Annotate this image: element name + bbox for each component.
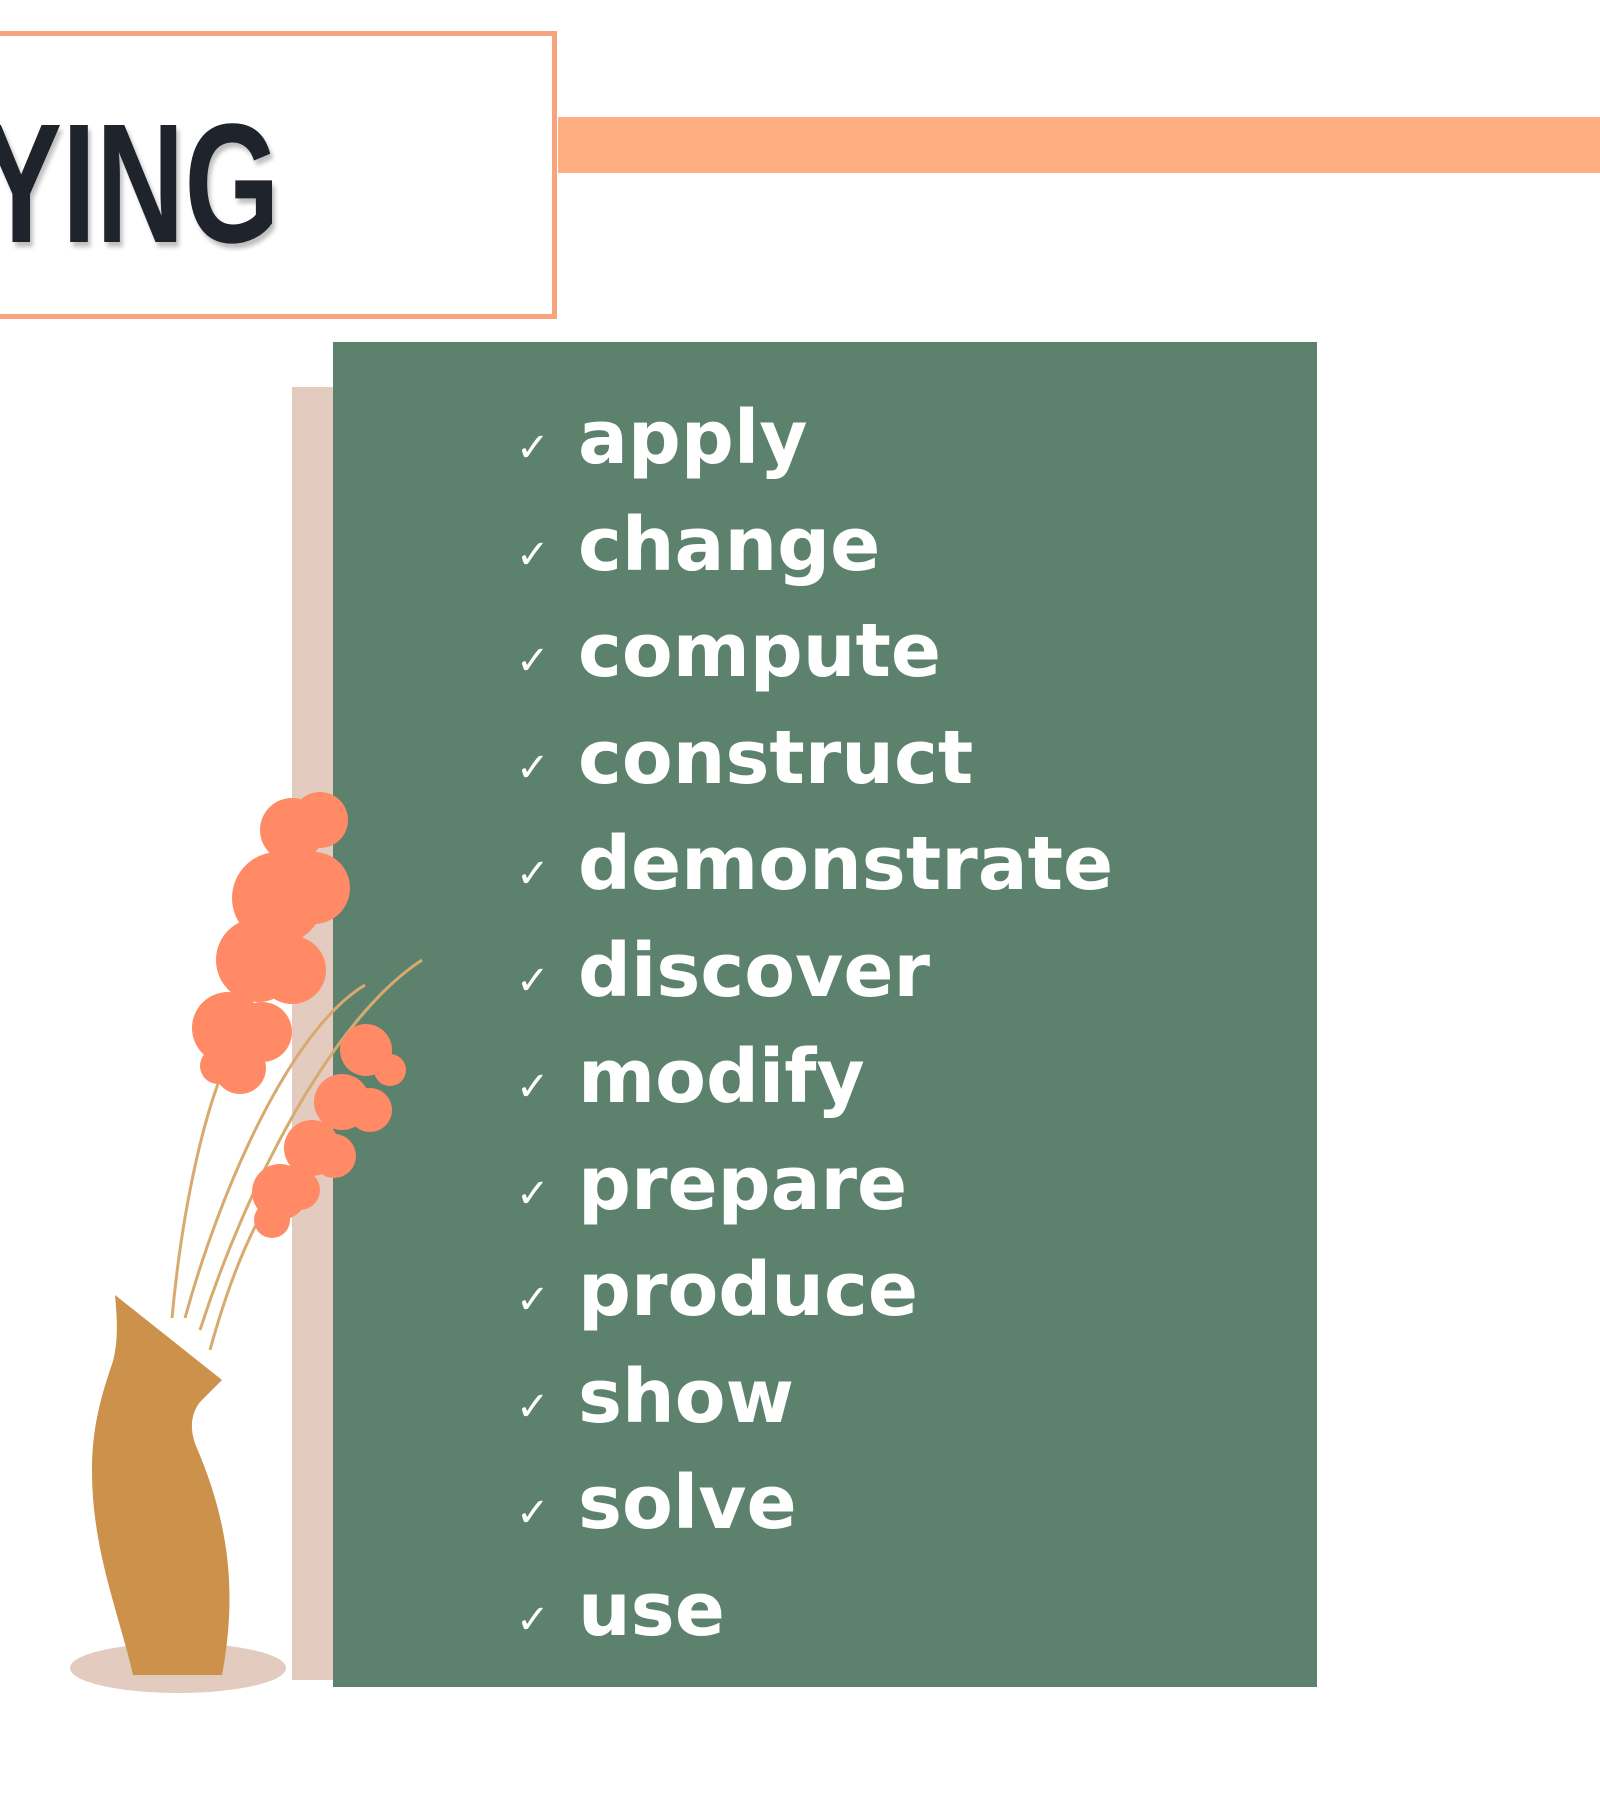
verb-label: prepare xyxy=(578,1140,908,1227)
checkmark-icon: ✓ xyxy=(516,1490,550,1537)
verb-item: ✓ demonstrate xyxy=(516,811,1113,918)
checkmark-icon: ✓ xyxy=(516,1064,550,1111)
checkmark-icon: ✓ xyxy=(516,638,550,685)
vase-with-flowers-illustration xyxy=(70,792,423,1693)
page-title: YING xyxy=(0,89,280,279)
checkmark-icon: ✓ xyxy=(516,1277,550,1324)
verb-label: produce xyxy=(578,1247,919,1334)
verb-item: ✓ show xyxy=(516,1344,1113,1451)
verb-list: ✓ apply ✓ change ✓ compute ✓ construct ✓ demonstr… xyxy=(516,385,1113,1663)
verb-label: show xyxy=(578,1353,794,1440)
checkmark-icon: ✓ xyxy=(516,425,550,472)
verb-item: ✓ use xyxy=(516,1557,1113,1664)
verb-item: ✓ produce xyxy=(516,1237,1113,1344)
title-box: YING xyxy=(0,31,557,319)
verb-item: ✓ compute xyxy=(516,598,1113,705)
verb-label: construct xyxy=(578,714,974,801)
verb-item: ✓ change xyxy=(516,492,1113,599)
checkmark-icon: ✓ xyxy=(516,531,550,578)
checkmark-icon: ✓ xyxy=(516,957,550,1004)
verb-item: ✓ construct xyxy=(516,705,1113,812)
verb-label: discover xyxy=(578,927,931,1014)
verb-label: apply xyxy=(578,395,808,482)
flower-stem xyxy=(183,983,366,1319)
verb-label: compute xyxy=(578,608,942,695)
verb-label: demonstrate xyxy=(578,821,1114,908)
flower-head-short xyxy=(252,1024,406,1238)
verb-label: use xyxy=(578,1566,725,1653)
verb-item: ✓ discover xyxy=(516,918,1113,1025)
flower-stem xyxy=(198,958,423,1331)
verb-item: ✓ prepare xyxy=(516,1131,1113,1238)
verb-item: ✓ modify xyxy=(516,1024,1113,1131)
checkmark-icon: ✓ xyxy=(516,851,550,898)
checkmark-icon: ✓ xyxy=(516,1170,550,1217)
checkmark-icon: ✓ xyxy=(516,1596,550,1643)
verb-label: solve xyxy=(578,1460,797,1547)
verb-item: ✓ solve xyxy=(516,1450,1113,1557)
verb-label: change xyxy=(578,501,881,588)
checkmark-icon: ✓ xyxy=(516,744,550,791)
verb-item: ✓ apply xyxy=(516,385,1113,492)
flower-head-tall xyxy=(192,792,350,1094)
verb-label: modify xyxy=(578,1034,865,1121)
checkmark-icon: ✓ xyxy=(516,1383,550,1430)
accent-bar xyxy=(558,117,1600,173)
vase xyxy=(92,1295,230,1675)
verb-panel xyxy=(333,342,1317,1687)
